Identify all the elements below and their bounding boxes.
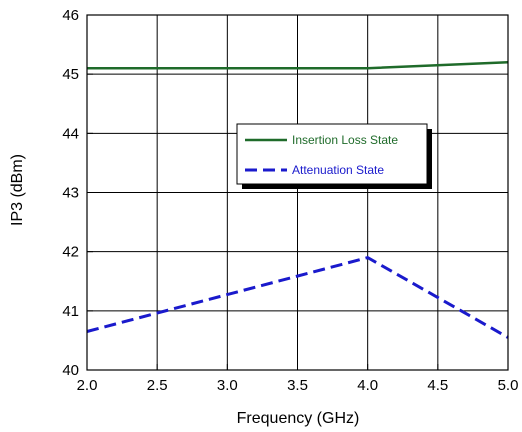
x-tick-label: 4.5 bbox=[427, 377, 448, 394]
plot-frame bbox=[86, 14, 509, 371]
x-tick-label: 5.0 bbox=[498, 377, 519, 394]
y-tick-label: 40 bbox=[62, 362, 79, 379]
y-tick-label: 42 bbox=[62, 244, 79, 261]
legend-label-0: Insertion Loss State bbox=[292, 133, 398, 147]
series-layer bbox=[86, 61, 509, 339]
legend: Insertion Loss State Attenuation State bbox=[236, 123, 432, 189]
x-axis-label: Frequency (GHz) bbox=[237, 410, 360, 427]
legend-label-1: Attenuation State bbox=[292, 163, 384, 177]
y-axis-label: IP3 (dBm) bbox=[9, 154, 26, 226]
y-tick-label: 41 bbox=[62, 303, 79, 320]
x-tick-label: 2.5 bbox=[147, 377, 168, 394]
grid-layer bbox=[86, 14, 509, 371]
x-tick-label: 4.0 bbox=[357, 377, 378, 394]
y-tick-label: 43 bbox=[62, 185, 79, 202]
y-tick-label: 44 bbox=[62, 125, 79, 142]
legend-box bbox=[236, 123, 428, 185]
series-line-1 bbox=[86, 255, 509, 339]
y-tick-label: 45 bbox=[62, 66, 79, 83]
y-tick-label: 46 bbox=[62, 7, 79, 24]
x-tick-label: 3.5 bbox=[287, 377, 308, 394]
plot-frame-layer bbox=[86, 14, 509, 371]
x-tick-label: 2.0 bbox=[77, 377, 98, 394]
tick-label-layer: 2.0 2.5 3.0 3.5 4.0 4.5 5.0 40 41 42 43 44 45 46 bbox=[62, 7, 518, 394]
series-line-0 bbox=[87, 61, 509, 70]
x-tick-label: 3.0 bbox=[217, 377, 238, 394]
